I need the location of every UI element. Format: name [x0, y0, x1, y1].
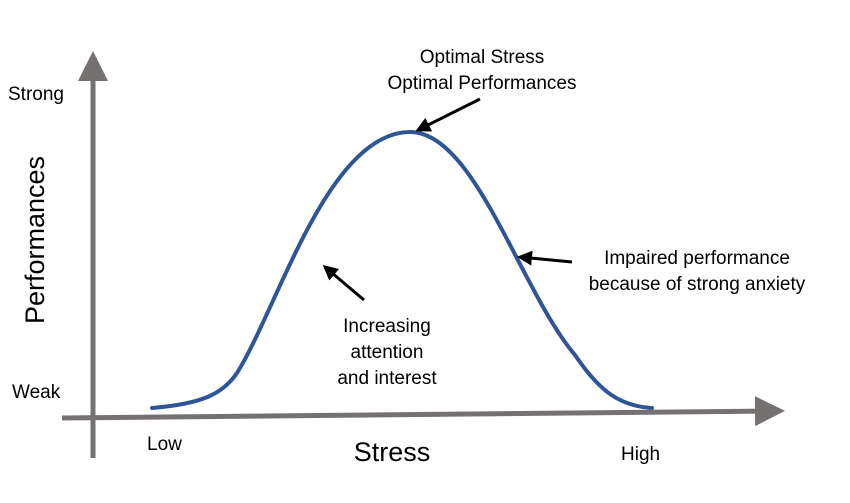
- x-axis-left-label: Low: [147, 434, 182, 455]
- rising-arrow: [322, 265, 365, 302]
- falling-arrow: [517, 250, 573, 266]
- y-axis-title: Performances: [20, 156, 50, 324]
- peak-annotation-line1: Optimal Stress: [420, 47, 545, 68]
- performance-curve: [150, 129, 654, 410]
- x-axis-right-label: High: [621, 444, 660, 465]
- peak-arrow: [415, 97, 481, 132]
- x-axis-line: [61, 396, 785, 427]
- rising-annotation-line1: Increasing: [343, 316, 431, 337]
- rising-annotation-line2: attention: [351, 342, 424, 363]
- y-axis-bottom-label: Weak: [12, 382, 61, 403]
- peak-annotation-line2: Optimal Performances: [387, 73, 576, 94]
- rising-annotation-line3: and interest: [337, 368, 437, 389]
- falling-annotation-line2: because of strong anxiety: [589, 274, 806, 295]
- x-axis-title: Stress: [354, 437, 431, 467]
- y-axis-top-label: Strong: [8, 84, 64, 105]
- falling-annotation-line1: Impaired performance: [604, 248, 790, 269]
